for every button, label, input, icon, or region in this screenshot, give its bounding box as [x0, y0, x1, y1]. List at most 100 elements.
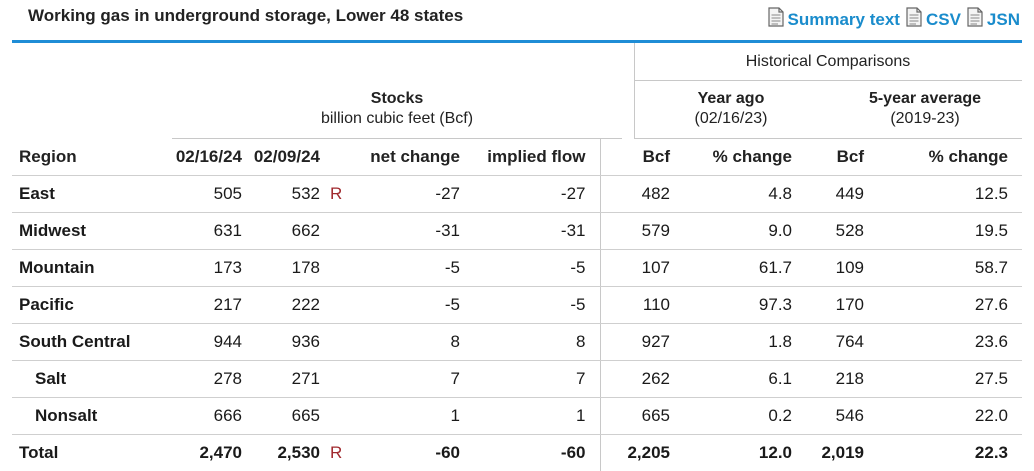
year-ago-header: Year ago — [634, 89, 828, 109]
prior-week-cell: 271 — [242, 361, 342, 398]
region-cell: Mountain — [12, 250, 172, 287]
five-year-bcf-cell: 109 — [792, 250, 864, 287]
jsn-label: JSN — [987, 10, 1020, 30]
year-ago-pct-cell: 1.8 — [670, 324, 792, 361]
year-ago-pct-cell: 61.7 — [670, 250, 792, 287]
five-year-bcf-cell: 528 — [792, 213, 864, 250]
net-change-cell: 7 — [342, 361, 460, 398]
current-week-cell: 2,470 — [172, 435, 242, 471]
five-year-pct-cell: 12.5 — [864, 176, 1022, 213]
prior-week-cell: 936 — [242, 324, 342, 361]
implied-flow-cell: -60 — [460, 435, 600, 471]
implied-flow-cell: -5 — [460, 287, 600, 324]
implied-flow-cell: -31 — [460, 213, 600, 250]
summary-text-label: Summary text — [788, 10, 900, 30]
five-year-subtitle: (2019-23) — [828, 109, 1022, 129]
current-week-cell: 173 — [172, 250, 242, 287]
implied-flow-cell: -5 — [460, 250, 600, 287]
year-ago-pct-cell: 6.1 — [670, 361, 792, 398]
storage-table: Region 02/16/24 02/09/24 net change impl… — [12, 139, 1022, 471]
col-implied-flow: implied flow — [460, 139, 600, 176]
implied-flow-cell: 8 — [460, 324, 600, 361]
net-change-cell: -5 — [342, 287, 460, 324]
current-week-cell: 666 — [172, 398, 242, 435]
prior-week-value: 665 — [292, 406, 320, 425]
five-year-pct-cell: 58.7 — [864, 250, 1022, 287]
year-ago-pct-cell: 9.0 — [670, 213, 792, 250]
prior-week-cell: 665 — [242, 398, 342, 435]
year-ago-pct-cell: 4.8 — [670, 176, 792, 213]
region-cell: South Central — [12, 324, 172, 361]
region-cell: East — [12, 176, 172, 213]
col-prior-week: 02/09/24 — [242, 139, 342, 176]
five-year-pct-cell: 27.5 — [864, 361, 1022, 398]
group-separator — [634, 43, 635, 139]
col-five-year-pct: % change — [864, 139, 1022, 176]
prior-week-cell: 662 — [242, 213, 342, 250]
five-year-bcf-cell: 546 — [792, 398, 864, 435]
document-icon — [967, 7, 983, 32]
revision-marker: R — [330, 443, 342, 463]
prior-week-value: 532 — [292, 184, 320, 203]
year-ago-pct-cell: 0.2 — [670, 398, 792, 435]
page-title: Working gas in underground storage, Lowe… — [28, 6, 463, 26]
csv-link[interactable]: CSV — [906, 7, 961, 32]
historical-comparisons-header: Historical Comparisons — [634, 52, 1022, 72]
five-year-bcf-cell: 764 — [792, 324, 864, 361]
stocks-title: Stocks — [371, 90, 423, 107]
col-current-week: 02/16/24 — [172, 139, 242, 176]
five-year-bcf-cell: 170 — [792, 287, 864, 324]
revision-marker: R — [330, 184, 342, 204]
year-ago-bcf-cell: 927 — [600, 324, 670, 361]
year-ago-bcf-cell: 2,205 — [600, 435, 670, 471]
implied-flow-cell: 1 — [460, 398, 600, 435]
current-week-cell: 217 — [172, 287, 242, 324]
implied-flow-cell: 7 — [460, 361, 600, 398]
net-change-cell: -60 — [342, 435, 460, 471]
net-change-cell: -5 — [342, 250, 460, 287]
region-cell: Salt — [12, 361, 172, 398]
year-ago-pct-cell: 12.0 — [670, 435, 792, 471]
prior-week-value: 178 — [292, 258, 320, 277]
prior-week-cell: 532 R — [242, 176, 342, 213]
prior-week-cell: 178 — [242, 250, 342, 287]
five-year-title: 5-year average — [869, 90, 981, 107]
five-year-pct-cell: 22.3 — [864, 435, 1022, 471]
current-week-cell: 631 — [172, 213, 242, 250]
year-ago-pct-cell: 97.3 — [670, 287, 792, 324]
col-net-change: net change — [342, 139, 460, 176]
current-week-cell: 505 — [172, 176, 242, 213]
download-links: Summary text CSV JSN — [762, 7, 1020, 32]
summary-text-link[interactable]: Summary text — [768, 7, 900, 32]
stocks-header: Stocks — [172, 89, 622, 109]
year-ago-subtitle: (02/16/23) — [634, 109, 828, 129]
net-change-cell: -27 — [342, 176, 460, 213]
prior-week-value: 222 — [292, 295, 320, 314]
net-change-cell: 1 — [342, 398, 460, 435]
prior-week-value: 271 — [292, 369, 320, 388]
net-change-cell: -31 — [342, 213, 460, 250]
col-five-year-bcf: Bcf — [792, 139, 864, 176]
year-ago-title: Year ago — [698, 90, 765, 107]
header-rule — [12, 40, 1022, 43]
region-cell: Pacific — [12, 287, 172, 324]
year-ago-bcf-cell: 107 — [600, 250, 670, 287]
five-year-pct-cell: 19.5 — [864, 213, 1022, 250]
five-year-bcf-cell: 2,019 — [792, 435, 864, 471]
prior-week-value: 936 — [292, 332, 320, 351]
jsn-link[interactable]: JSN — [967, 7, 1020, 32]
implied-flow-cell: -27 — [460, 176, 600, 213]
prior-week-cell: 222 — [242, 287, 342, 324]
year-ago-bcf-cell: 482 — [600, 176, 670, 213]
col-year-ago-bcf: Bcf — [600, 139, 670, 176]
year-ago-bcf-cell: 665 — [600, 398, 670, 435]
five-year-bcf-cell: 218 — [792, 361, 864, 398]
prior-week-value: 662 — [292, 221, 320, 240]
